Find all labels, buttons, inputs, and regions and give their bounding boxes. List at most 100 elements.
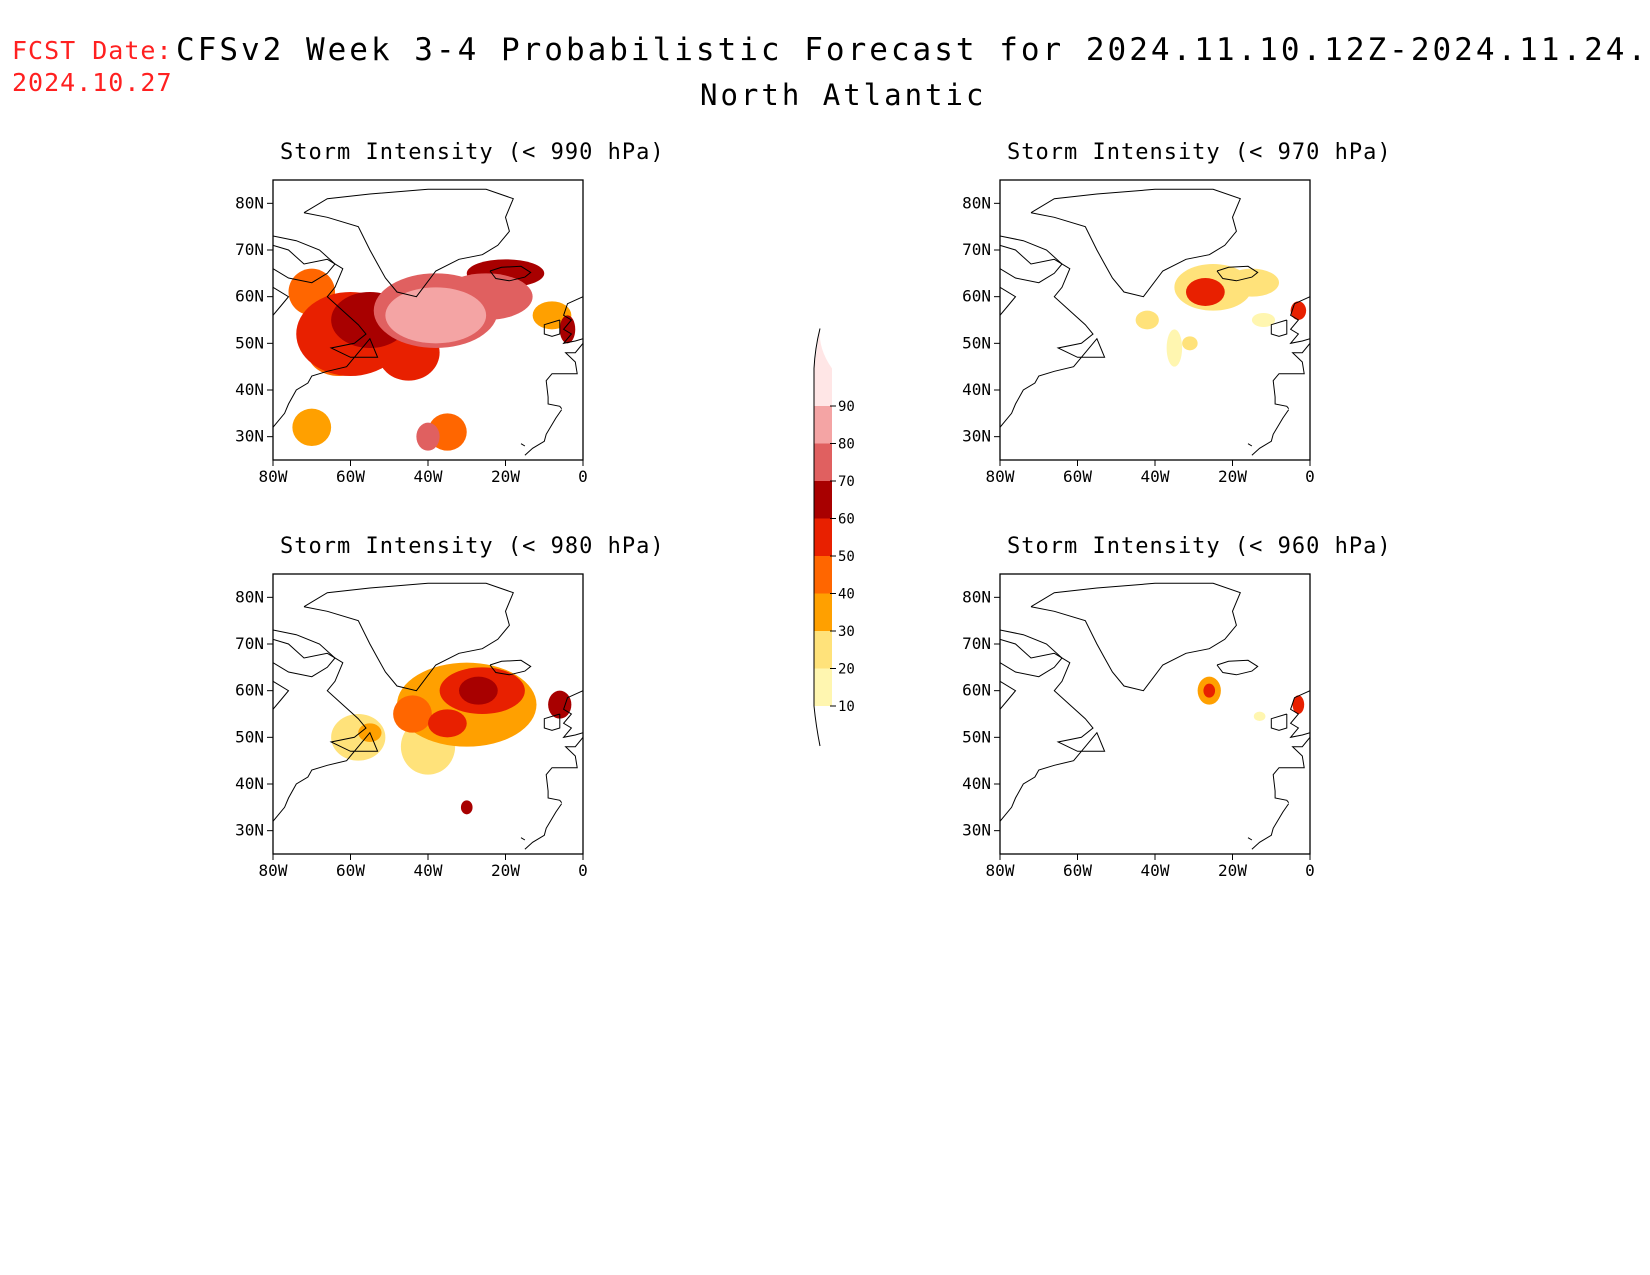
lon-tick-label: 40W xyxy=(1141,467,1170,486)
colorbar-swatch xyxy=(814,518,832,556)
coastline-hudson xyxy=(1000,680,1017,710)
lat-tick-label: 50N xyxy=(235,727,264,746)
map-plot: 80N 70N 60N 50N 40N 30N 80W 60W 40W 20W 0 xyxy=(962,573,1315,880)
map-panel-990: Storm Intensity (< 990 hPa) 80N 70N 60N 50N… xyxy=(235,140,680,540)
map-panel-970: Storm Intensity (< 970 hPa) 80N 70N 60N 50N… xyxy=(962,140,1407,540)
colorbar-bottom-cap xyxy=(813,705,821,747)
coastline-iceland xyxy=(489,659,532,676)
probability-blob xyxy=(1182,336,1198,351)
lat-tick-label: 60N xyxy=(962,681,991,700)
probability-field xyxy=(1197,676,1305,721)
lat-tick-label: 60N xyxy=(235,681,264,700)
map-plot: 80N 70N 60N 50N 40N 30N 80W 60W 40W 20W 0 xyxy=(962,179,1315,486)
probability-blob xyxy=(292,408,332,447)
lat-tick-label: 70N xyxy=(962,634,991,653)
coastline-northAmerica xyxy=(1000,638,1106,822)
colorbar-label: 20 xyxy=(838,662,855,678)
colorbar-label: 80 xyxy=(838,437,855,453)
coastline-greenland xyxy=(303,188,514,298)
colorbar-label: 60 xyxy=(838,512,855,528)
panel-title: Storm Intensity (< 980 hPa) xyxy=(280,534,665,559)
lon-tick-label: 40W xyxy=(414,861,443,880)
lat-tick-label: 50N xyxy=(235,333,264,352)
coastline-africa xyxy=(1251,409,1290,456)
coastline-iberia xyxy=(545,342,583,410)
coastline-ireland xyxy=(543,713,561,731)
lon-tick-label: 60W xyxy=(336,467,365,486)
forecast-date-value: 2024.10.27 xyxy=(12,68,173,97)
lon-tick-label: 20W xyxy=(491,861,520,880)
probability-blob xyxy=(1224,268,1279,297)
probability-blob xyxy=(1292,695,1305,714)
coastline-greenland xyxy=(1030,188,1241,298)
lon-tick-label: 80W xyxy=(986,467,1015,486)
panel-title: Storm Intensity (< 990 hPa) xyxy=(280,140,665,165)
lon-tick-label: 60W xyxy=(1063,467,1092,486)
panel-title: Storm Intensity (< 960 hPa) xyxy=(1007,534,1392,559)
colorbar-top-cap xyxy=(814,328,832,369)
lon-tick-label: 0 xyxy=(578,467,588,486)
lat-tick-label: 80N xyxy=(962,193,991,212)
coastline-baffin xyxy=(1000,629,1063,678)
colorbar-swatch xyxy=(814,368,832,406)
coastline-northAmerica xyxy=(1000,244,1106,428)
coastline-scandinavia xyxy=(1289,690,1310,739)
coastline-canary xyxy=(520,443,526,447)
lat-tick-label: 30N xyxy=(962,821,991,840)
probability-blob xyxy=(1253,711,1266,721)
colorbar-swatch xyxy=(814,481,832,519)
probability-blob xyxy=(1251,313,1276,327)
map-panel-960: Storm Intensity (< 960 hPa) 80N 70N 60N 50N… xyxy=(962,534,1407,934)
probability-blob xyxy=(559,315,576,344)
lon-tick-label: 0 xyxy=(578,861,588,880)
coastline-hudson xyxy=(1000,286,1017,316)
coastline-iberia xyxy=(1272,342,1310,410)
lon-tick-label: 0 xyxy=(1305,467,1315,486)
colorbar-label: 70 xyxy=(838,474,855,490)
lon-tick-label: 80W xyxy=(259,467,288,486)
lon-tick-label: 80W xyxy=(259,861,288,880)
lat-tick-label: 40N xyxy=(235,774,264,793)
colorbar-swatch xyxy=(814,406,832,444)
lat-tick-label: 30N xyxy=(235,821,264,840)
lat-tick-label: 70N xyxy=(962,240,991,259)
lat-tick-label: 40N xyxy=(962,774,991,793)
probability-blob xyxy=(459,676,498,705)
forecast-date-label: FCST Date: xyxy=(12,36,173,65)
lon-tick-label: 0 xyxy=(1305,861,1315,880)
lon-tick-label: 20W xyxy=(1218,861,1247,880)
coastline-iceland xyxy=(1216,265,1259,282)
colorbar-label: 50 xyxy=(838,549,855,565)
probability-field xyxy=(331,662,572,815)
coastline-scandinavia xyxy=(1289,296,1310,345)
coastline-greenland xyxy=(303,582,514,692)
lat-tick-label: 50N xyxy=(962,727,991,746)
colorbar-legend: 10 20 30 40 50 60 70 80 90 xyxy=(800,328,880,750)
probability-blob xyxy=(385,287,487,344)
probability-blob xyxy=(1203,683,1216,698)
coastline-scandinavia xyxy=(562,690,583,739)
coastline-ireland xyxy=(1270,713,1288,731)
probability-blob xyxy=(416,422,440,451)
coastline-africa xyxy=(1251,803,1290,850)
coastline-iberia xyxy=(545,736,583,804)
lat-tick-label: 40N xyxy=(235,380,264,399)
lat-tick-label: 70N xyxy=(235,634,264,653)
panel-title: Storm Intensity (< 970 hPa) xyxy=(1007,140,1392,165)
coastlines xyxy=(1000,188,1310,456)
coastline-hudson xyxy=(273,680,290,710)
coastline-northAmerica xyxy=(273,638,379,822)
lon-tick-label: 20W xyxy=(491,467,520,486)
coastline-iceland xyxy=(489,265,532,282)
coastline-baffin xyxy=(1000,235,1063,284)
lat-tick-label: 60N xyxy=(235,287,264,306)
coastline-baffin xyxy=(273,235,336,284)
coastline-canary xyxy=(520,837,526,841)
lon-tick-label: 80W xyxy=(986,861,1015,880)
lon-tick-label: 60W xyxy=(336,861,365,880)
coastline-ireland xyxy=(1270,319,1288,337)
coastlines xyxy=(273,188,583,456)
probability-blob xyxy=(548,690,572,719)
coastline-greenland xyxy=(1030,582,1241,692)
lon-tick-label: 40W xyxy=(414,467,443,486)
